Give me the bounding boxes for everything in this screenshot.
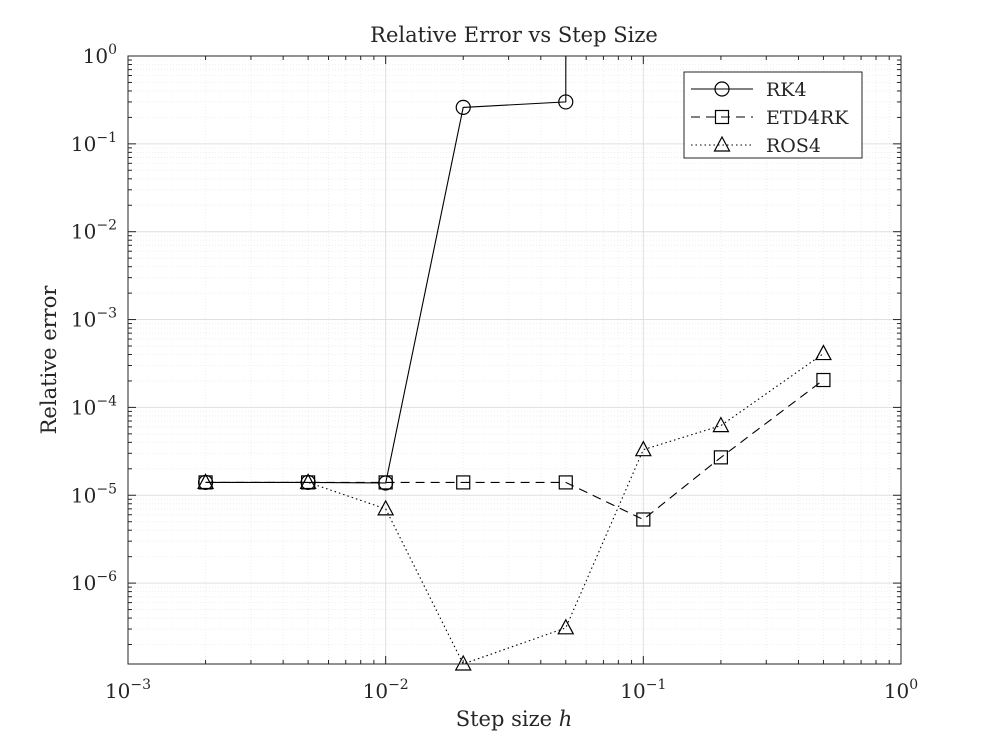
y-tick-label: 10−5 [71,481,117,507]
legend-entry-rk4: RK4 [691,79,807,101]
data-point-etd4rk [636,512,651,527]
data-point-ros4 [814,344,832,361]
legend-marker-etd4rk [714,109,730,125]
y-axis-label: Relative error [37,285,61,435]
legend-label-etd4rk: ETD4RK [766,107,849,129]
y-tick-label-base: 10 [71,395,96,419]
x-tick-label: 100 [884,677,918,703]
x-tick-label-exponent: 0 [909,677,918,693]
y-tick-label-exponent: −3 [96,306,117,322]
data-point-etd4rk [816,372,831,388]
legend-entry-ros4: ROS4 [691,135,821,157]
data-point-ros4 [197,473,215,490]
legend-entry-etd4rk: ETD4RK [691,107,849,129]
data-point-ros4 [634,440,652,457]
legend-label-ros4: ROS4 [766,135,821,157]
x-tick-label-base: 10 [105,679,130,703]
x-tick-label: 10−3 [105,677,151,703]
y-tick-label: 10−3 [71,306,117,332]
series-etd4rk [198,372,831,527]
y-tick-label: 100 [83,42,117,68]
data-point-ros4 [557,618,575,635]
y-tick-label: 10−6 [71,569,117,595]
data-point-etd4rk [713,450,728,465]
x-tick-label-exponent: −2 [388,677,409,693]
series-layer [197,56,832,671]
x-axis-label-variable: h [559,707,573,731]
x-tick-label-base: 10 [620,679,645,703]
y-tick-label-exponent: −1 [96,130,117,146]
series-line-rk4 [205,56,567,484]
data-point-etd4rk [378,475,393,490]
data-point-rk4 [455,99,471,115]
legend-marker-rk4 [714,81,730,97]
series-line-etd4rk [205,379,824,521]
x-tick-label: 10−2 [363,677,409,703]
data-point-ros4 [299,473,317,490]
data-point-ros4 [454,654,472,671]
data-point-ros4 [712,416,730,433]
data-point-rk4 [558,94,574,110]
chart-title: Relative Error vs Step Size [370,23,658,47]
y-tick-label-base: 10 [71,220,96,244]
legend-marker-ros4 [713,135,731,152]
y-tick-label-exponent: −4 [96,393,117,409]
axis-ticks [127,55,902,664]
legend-label-rk4: RK4 [766,79,807,101]
y-tick-label-base: 10 [71,571,96,595]
y-tick-label: 10−4 [71,393,117,419]
y-tick-label-exponent: −6 [96,569,117,585]
x-tick-label-base: 10 [363,679,388,703]
y-tick-label: 10−1 [71,130,117,156]
legend: RK4 ETD4RK ROS4 [683,71,863,159]
y-tick-label-exponent: −5 [96,481,117,497]
legend-box [683,71,863,159]
data-point-etd4rk [456,475,471,490]
y-tick-label-exponent: −2 [96,218,117,234]
y-tick-label-base: 10 [71,483,96,507]
x-tick-label: 10−1 [620,677,666,703]
y-tick-label-base: 10 [71,132,96,156]
tick-labels: 10−3 10−2 10−1 10010−610−510−410−310−210−11… [71,42,918,703]
x-tick-label-exponent: −1 [646,677,667,693]
y-tick-label-base: 10 [83,44,108,68]
x-axis-label: Step size h [456,707,573,731]
x-tick-label-exponent: −3 [130,677,151,693]
x-axis-label-text: Step size [456,707,559,731]
data-point-ros4 [377,499,395,516]
series-ros4 [197,344,832,671]
data-point-etd4rk [558,475,573,490]
y-tick-label-base: 10 [71,308,96,332]
y-tick-label: 10−2 [71,218,117,244]
x-tick-label-base: 10 [884,679,909,703]
y-tick-label-exponent: 0 [108,42,117,58]
axes-box [127,55,902,665]
